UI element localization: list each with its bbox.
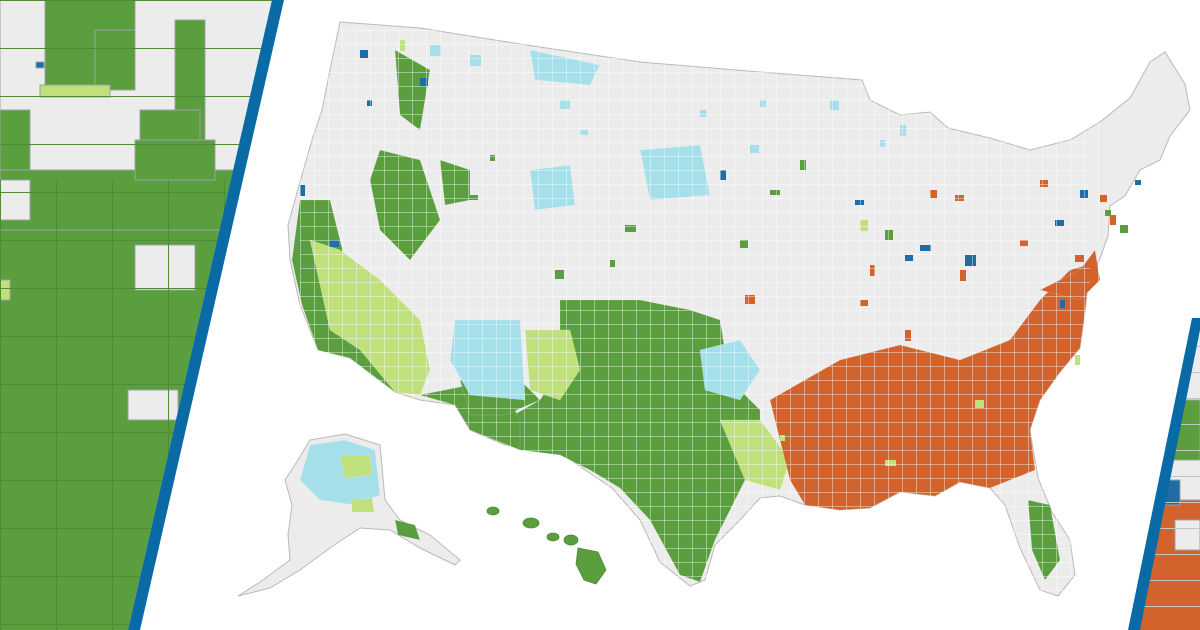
county-speck	[920, 245, 931, 251]
county-speck	[965, 255, 976, 266]
alaska-shape	[237, 433, 461, 597]
county-region-grey	[127, 389, 179, 421]
county-border	[0, 144, 272, 145]
county-border	[1128, 554, 1200, 555]
county-speck	[720, 170, 726, 180]
county-border	[0, 240, 272, 241]
county-region-blue	[35, 61, 45, 69]
county-speck	[885, 460, 896, 466]
county-speck	[300, 185, 305, 196]
county-region-green	[134, 139, 216, 181]
county-speck	[430, 45, 441, 56]
region-wy-blue	[529, 164, 576, 211]
county-speck	[1055, 220, 1064, 226]
county-speck	[740, 240, 748, 248]
county-border	[0, 180, 1, 630]
county-border	[0, 96, 272, 97]
county-speck	[760, 100, 766, 107]
county-speck	[1135, 180, 1141, 185]
hawaii-islands	[486, 506, 607, 585]
county-speck	[960, 270, 966, 281]
county-border	[0, 0, 272, 1]
county-speck	[400, 40, 405, 51]
county-speck	[330, 240, 339, 247]
county-speck	[1120, 225, 1128, 233]
county-region-grey	[134, 244, 196, 291]
county-speck	[360, 50, 368, 58]
county-speck	[560, 100, 570, 109]
county-speck	[860, 220, 868, 231]
county-border	[0, 528, 272, 529]
county-border	[1128, 528, 1200, 529]
county-speck	[1075, 255, 1084, 262]
county-speck	[470, 195, 478, 200]
region-mt-blue	[529, 49, 601, 86]
county-speck	[885, 230, 893, 240]
region-ok-blue	[699, 339, 761, 401]
county-speck	[855, 200, 864, 205]
main-map-panel	[140, 0, 1200, 630]
region-alaska-green	[394, 519, 421, 541]
county-border	[0, 336, 272, 337]
county-speck	[780, 435, 785, 441]
county-speck	[555, 270, 564, 279]
region-la-light	[719, 419, 791, 491]
county-border	[0, 384, 272, 385]
county-speck	[905, 255, 913, 261]
region-alaska-light	[351, 497, 375, 513]
county-speck	[800, 160, 806, 170]
county-region-lightgreen	[0, 279, 11, 301]
county-speck	[700, 110, 707, 117]
county-speck	[1075, 355, 1080, 365]
county-region-grey	[1174, 519, 1200, 551]
county-region-lightgreen	[39, 84, 111, 98]
us-county-map	[237, 21, 1191, 597]
county-speck	[580, 130, 588, 135]
county-border	[0, 192, 272, 193]
county-border	[0, 576, 272, 577]
county-border	[1128, 606, 1200, 607]
county-speck	[830, 100, 839, 110]
county-speck	[610, 260, 615, 267]
county-border	[0, 432, 272, 433]
county-speck	[470, 55, 481, 66]
county-speck	[1060, 300, 1065, 308]
county-speck	[930, 190, 937, 198]
region-south-orange	[769, 261, 1099, 511]
county-speck	[880, 140, 885, 147]
right-frame-bar	[1128, 318, 1200, 630]
region-alaska-light	[339, 454, 373, 479]
region-dak-blue	[639, 144, 711, 201]
county-speck	[490, 155, 495, 161]
county-region-green	[139, 109, 201, 141]
county-region-grey	[0, 179, 31, 221]
county-border	[56, 180, 57, 630]
county-border	[168, 180, 169, 630]
left-frame-bar	[128, 0, 284, 630]
county-speck	[900, 125, 906, 136]
county-speck	[750, 145, 759, 153]
county-speck	[1100, 195, 1107, 202]
county-speck	[1110, 215, 1116, 225]
county-speck	[1040, 180, 1048, 187]
county-speck	[870, 265, 875, 276]
county-region-green	[94, 29, 136, 91]
county-speck	[975, 400, 984, 408]
county-speck	[905, 330, 911, 341]
county-speck	[745, 295, 755, 304]
county-speck	[625, 225, 636, 232]
county-speck	[1105, 210, 1111, 216]
county-border	[0, 480, 272, 481]
county-border	[1128, 580, 1200, 581]
county-region-green	[0, 109, 31, 171]
county-speck	[770, 190, 780, 195]
county-border	[0, 48, 272, 49]
county-speck	[367, 100, 372, 106]
county-border	[0, 288, 272, 289]
county-speck	[420, 78, 428, 86]
county-speck	[1020, 240, 1028, 246]
county-speck	[860, 300, 868, 306]
county-border	[112, 180, 113, 630]
